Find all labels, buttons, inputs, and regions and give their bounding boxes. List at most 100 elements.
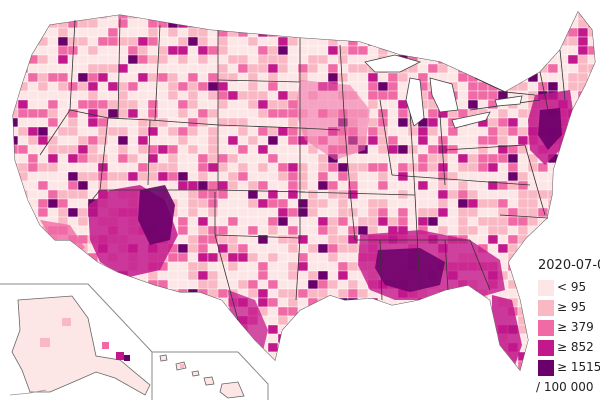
county-cell — [297, 288, 309, 299]
county-cell — [517, 45, 529, 56]
county-cell — [497, 225, 509, 236]
county-cell — [13, 99, 19, 110]
county-cell — [237, 99, 249, 110]
county-cell — [157, 360, 169, 370]
county-cell — [567, 153, 579, 164]
county-cell — [357, 342, 369, 353]
county-cell — [27, 36, 39, 47]
county-cell — [187, 72, 199, 83]
county-cell — [37, 18, 49, 29]
county-cell — [177, 12, 189, 20]
county-cell — [187, 288, 199, 299]
county-cell — [17, 36, 29, 47]
county-cell — [117, 306, 129, 317]
county-cell — [187, 342, 199, 353]
county-cell — [587, 90, 595, 101]
county-cell — [247, 108, 259, 119]
county-cell — [317, 207, 329, 218]
county-cell — [177, 18, 189, 29]
county-cell — [327, 216, 339, 227]
county-cell — [307, 45, 319, 56]
county-cell — [427, 171, 439, 182]
county-cell — [427, 198, 439, 209]
county-cell — [197, 180, 209, 191]
county-cell — [477, 27, 489, 38]
county-cell — [457, 90, 469, 101]
county-cell — [427, 108, 439, 119]
county-cell — [247, 270, 259, 281]
county-cell — [317, 162, 329, 173]
county-cell — [277, 216, 289, 227]
county-cell — [457, 360, 469, 370]
county-cell — [47, 171, 59, 182]
county-cell — [47, 270, 59, 281]
county-cell — [317, 198, 329, 209]
county-cell — [517, 297, 529, 308]
county-cell — [87, 108, 99, 119]
county-cell — [327, 12, 339, 20]
county-cell — [467, 90, 479, 101]
county-cell — [37, 234, 49, 245]
county-cell — [277, 234, 289, 245]
county-cell — [97, 54, 109, 65]
county-cell — [13, 12, 19, 20]
county-cell — [477, 225, 489, 236]
county-cell — [577, 153, 589, 164]
county-cell — [77, 189, 89, 200]
county-cell — [17, 81, 29, 92]
county-cell — [217, 171, 229, 182]
county-cell — [127, 144, 139, 155]
county-cell — [13, 324, 19, 335]
county-cell — [27, 108, 39, 119]
county-cell — [247, 261, 259, 272]
county-cell — [197, 306, 209, 317]
county-cell — [407, 315, 419, 326]
county-cell — [407, 135, 419, 146]
county-cell — [277, 72, 289, 83]
county-cell — [537, 12, 549, 20]
county-cell — [137, 135, 149, 146]
county-cell — [557, 36, 569, 47]
county-cell — [367, 180, 379, 191]
county-cell — [297, 27, 309, 38]
county-cell — [367, 207, 379, 218]
county-cell — [417, 36, 429, 47]
county-cell — [377, 306, 389, 317]
county-cell — [197, 36, 209, 47]
county-cell — [277, 279, 289, 290]
legend-row-5: ≥ 1515 — [534, 358, 600, 378]
county-cell — [67, 270, 79, 281]
county-cell — [497, 45, 509, 56]
county-cell — [187, 99, 199, 110]
county-cell — [377, 72, 389, 83]
county-cell — [207, 324, 219, 335]
county-cell — [197, 243, 209, 254]
county-cell — [457, 198, 469, 209]
county-cell — [547, 27, 559, 38]
county-cell — [67, 162, 79, 173]
county-cell — [87, 117, 99, 128]
county-cell — [277, 144, 289, 155]
county-cell — [267, 261, 279, 272]
county-cell — [327, 36, 339, 47]
county-cell — [197, 360, 209, 370]
county-cell — [107, 324, 119, 335]
county-cell — [117, 333, 129, 344]
county-cell — [27, 54, 39, 65]
county-cell — [457, 297, 469, 308]
county-cell — [297, 261, 309, 272]
county-cell — [387, 135, 399, 146]
county-cell — [277, 180, 289, 191]
county-cell — [47, 117, 59, 128]
county-cell — [207, 162, 219, 173]
county-cell — [247, 63, 259, 74]
county-cell — [447, 315, 459, 326]
county-cell — [57, 252, 69, 263]
county-cell — [57, 171, 69, 182]
county-cell — [127, 126, 139, 137]
county-cell — [77, 153, 89, 164]
county-cell — [157, 108, 169, 119]
county-cell — [87, 99, 99, 110]
county-cell — [467, 180, 479, 191]
county-cell — [207, 225, 219, 236]
